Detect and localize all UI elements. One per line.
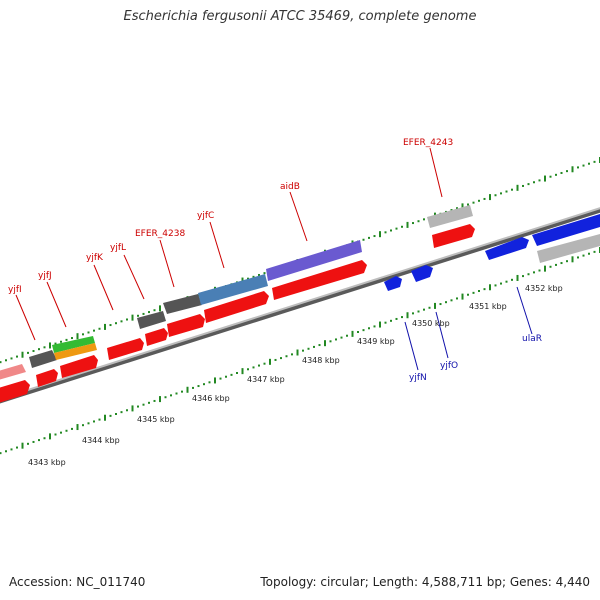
cds-arrow: [0, 380, 30, 403]
forward-feature-row: [0, 205, 600, 380]
cds-arrow: [411, 265, 433, 282]
reverse-cds-row: [384, 214, 600, 291]
scale-label: 4343 kbp: [28, 458, 66, 467]
cds-arrow: [384, 276, 402, 291]
gene-label-yjfO: yjfO: [440, 361, 458, 371]
feature-box: [137, 311, 166, 329]
feature-box: [198, 274, 268, 305]
label-leader-lines: [15, 147, 533, 371]
scale-label: 4352 kbp: [525, 284, 563, 293]
gene-label-yjfN: yjfN: [409, 373, 427, 383]
forward-gene-labels: yjfI yjfJ yjfK yjfL EFER_4238 yjfC aidB …: [8, 138, 453, 295]
scale-label: 4345 kbp: [137, 415, 175, 424]
scale-label: 4347 kbp: [247, 375, 285, 384]
gene-label-yjfC: yjfC: [197, 211, 214, 221]
scale-labels: 4343 kbp 4344 kbp 4345 kbp 4346 kbp 4347…: [28, 284, 563, 467]
cds-arrow: [145, 328, 168, 346]
reverse-tick-dots: [0, 247, 600, 455]
feature-box: [52, 336, 95, 353]
reverse-gene-labels: yjfN yjfO ulaR: [409, 334, 542, 383]
cds-arrow: [36, 369, 58, 387]
gene-label-yjfJ: yjfJ: [38, 271, 52, 281]
scale-label: 4349 kbp: [357, 337, 395, 346]
forward-cds-row: [0, 224, 475, 403]
gene-label-yjfI: yjfI: [8, 285, 22, 295]
scale-label: 4346 kbp: [192, 394, 230, 403]
scale-label: 4351 kbp: [469, 302, 507, 311]
feature-box: [0, 364, 26, 380]
cds-arrow: [272, 260, 367, 300]
gene-label-EFER_4243: EFER_4243: [403, 138, 453, 148]
accession-text: Accession: NC_011740: [9, 575, 146, 589]
gene-label-aidB: aidB: [280, 182, 300, 192]
scale-label: 4344 kbp: [82, 436, 120, 445]
feature-box: [266, 240, 362, 281]
cds-arrow: [204, 291, 269, 323]
feature-box: [163, 294, 202, 314]
genome-backbone: [0, 207, 600, 404]
gene-label-EFER_4238: EFER_4238: [135, 229, 185, 239]
scale-label: 4348 kbp: [302, 356, 340, 365]
feature-box: [29, 350, 57, 368]
cds-arrow: [432, 224, 475, 248]
feature-box: [427, 205, 473, 228]
cds-arrow: [532, 214, 600, 246]
cds-arrow: [107, 338, 144, 360]
gene-label-ulaR: ulaR: [522, 334, 542, 344]
map-title: Escherichia fergusonii ATCC 35469, compl…: [123, 9, 477, 24]
scale-label: 4350 kbp: [412, 319, 450, 328]
genome-summary: Topology: circular; Length: 4,588,711 bp…: [260, 575, 590, 589]
cds-arrow: [167, 314, 205, 337]
cds-arrow: [60, 355, 98, 378]
feature-box: [54, 343, 97, 360]
gene-label-yjfL: yjfL: [110, 243, 126, 253]
feature-box: [537, 234, 600, 263]
gene-label-yjfK: yjfK: [86, 253, 104, 263]
cds-arrow: [485, 237, 529, 260]
